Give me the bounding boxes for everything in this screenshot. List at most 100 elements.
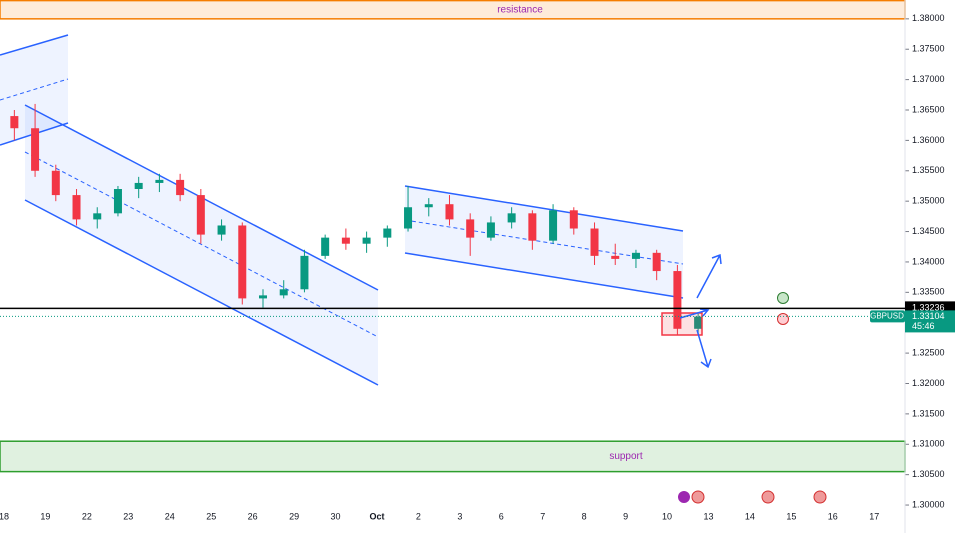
x-tick-label: 19 bbox=[40, 511, 50, 521]
candle-body bbox=[549, 210, 558, 241]
candle-body bbox=[72, 195, 81, 220]
candle-body bbox=[383, 228, 392, 238]
y-tick-label: 1.34000 bbox=[912, 256, 945, 266]
x-tick-label: 13 bbox=[703, 511, 713, 521]
event-icon[interactable] bbox=[761, 490, 775, 504]
candle-body bbox=[362, 237, 371, 244]
y-tick-label: 1.32000 bbox=[912, 378, 945, 388]
zone bbox=[0, 0, 906, 20]
channel-line bbox=[404, 252, 684, 299]
arrow-down bbox=[696, 329, 712, 369]
x-tick-label: 23 bbox=[123, 511, 133, 521]
candle-body bbox=[694, 316, 703, 329]
candle-body bbox=[300, 255, 309, 290]
event-icon[interactable] bbox=[813, 490, 827, 504]
candle-body bbox=[466, 219, 475, 238]
x-tick-label: 18 bbox=[0, 511, 9, 521]
candle-body bbox=[652, 252, 661, 272]
zone-label: support bbox=[609, 451, 643, 462]
candle-body bbox=[424, 204, 433, 208]
zone-label: resistance bbox=[497, 4, 543, 15]
channel-line bbox=[0, 34, 69, 56]
x-tick-label: 10 bbox=[662, 511, 672, 521]
x-tick-label: 15 bbox=[786, 511, 796, 521]
candle-body bbox=[259, 295, 267, 299]
x-tick-label: 14 bbox=[745, 511, 755, 521]
signal-down bbox=[777, 313, 789, 325]
symbol-label: GBPUSD bbox=[870, 312, 904, 321]
marks bbox=[10, 103, 703, 335]
price-box bbox=[905, 310, 955, 333]
candle-body bbox=[486, 222, 495, 238]
candle-body bbox=[51, 170, 60, 196]
x-tick-label: 29 bbox=[289, 511, 299, 521]
candle-body bbox=[569, 210, 578, 229]
channel-mid bbox=[0, 78, 69, 101]
candle-body bbox=[238, 225, 247, 299]
channel-drawings bbox=[0, 34, 684, 386]
y-tick-label: 1.30000 bbox=[912, 499, 945, 509]
y-tick-label: 1.36000 bbox=[912, 135, 945, 145]
y-tick-label: 1.35000 bbox=[912, 196, 945, 206]
x-tick-label: 22 bbox=[82, 511, 92, 521]
target-box bbox=[661, 312, 703, 336]
signal-up bbox=[777, 292, 789, 304]
candle-body bbox=[113, 189, 122, 214]
candle-body bbox=[673, 271, 682, 329]
y-tick-label: 1.33500 bbox=[912, 287, 945, 297]
zone bbox=[0, 440, 906, 473]
x-tick-label: 25 bbox=[206, 511, 216, 521]
x-tick-label: 8 bbox=[582, 511, 587, 521]
candle-body bbox=[507, 213, 516, 223]
y-tick-label: 1.32500 bbox=[912, 347, 945, 357]
candle-body bbox=[341, 237, 350, 244]
candle-body bbox=[134, 182, 143, 190]
y-tick-label: 1.36500 bbox=[912, 104, 945, 114]
candle-body bbox=[10, 116, 19, 129]
y-tick-label: 1.34500 bbox=[912, 226, 945, 236]
channel-mid bbox=[24, 151, 379, 338]
symbol-box bbox=[870, 310, 905, 323]
countdown: 45:46 bbox=[912, 321, 935, 331]
candle-body bbox=[528, 213, 537, 241]
candle-body bbox=[590, 228, 599, 256]
event-icon[interactable] bbox=[678, 491, 690, 503]
candle-body bbox=[404, 207, 413, 229]
x-tick-label: 24 bbox=[165, 511, 175, 521]
candle-body bbox=[196, 195, 205, 235]
y-tick-label: 1.38000 bbox=[912, 13, 945, 23]
candle-body bbox=[445, 204, 454, 220]
x-tick-label: 9 bbox=[623, 511, 628, 521]
channel-line bbox=[404, 185, 684, 232]
candle-body bbox=[155, 179, 164, 183]
x-tick-label: 7 bbox=[540, 511, 545, 521]
y-tick-label: 1.30500 bbox=[912, 469, 945, 479]
x-tick-label: 26 bbox=[248, 511, 258, 521]
candle-body bbox=[611, 255, 620, 259]
y-tick-label: 1.35500 bbox=[912, 165, 945, 175]
level-label: 1.33236 bbox=[912, 303, 945, 313]
candle-body bbox=[217, 225, 226, 235]
annotations bbox=[661, 253, 827, 504]
arrow-up bbox=[696, 253, 722, 299]
x-tick-label: 17 bbox=[869, 511, 879, 521]
channel-line bbox=[24, 199, 379, 386]
event-icon[interactable] bbox=[691, 490, 705, 504]
price-label: 1.33104 bbox=[912, 311, 945, 321]
y-tick-label: 1.37500 bbox=[912, 44, 945, 54]
candle-body bbox=[93, 213, 102, 220]
candle-body bbox=[176, 179, 185, 196]
x-tick-label: Oct bbox=[369, 511, 384, 521]
x-tick-label: 2 bbox=[416, 511, 421, 521]
x-tick-label: 6 bbox=[499, 511, 504, 521]
y-tick-label: 1.37000 bbox=[912, 74, 945, 84]
candle-body bbox=[321, 237, 330, 256]
y-tick-label: 1.31500 bbox=[912, 408, 945, 418]
x-tick-label: 30 bbox=[331, 511, 341, 521]
x-tick-label: 16 bbox=[828, 511, 838, 521]
x-tick-label: 3 bbox=[457, 511, 462, 521]
candle-body bbox=[279, 289, 288, 296]
candle-body bbox=[631, 252, 640, 259]
y-tick-label: 1.31000 bbox=[912, 439, 945, 449]
